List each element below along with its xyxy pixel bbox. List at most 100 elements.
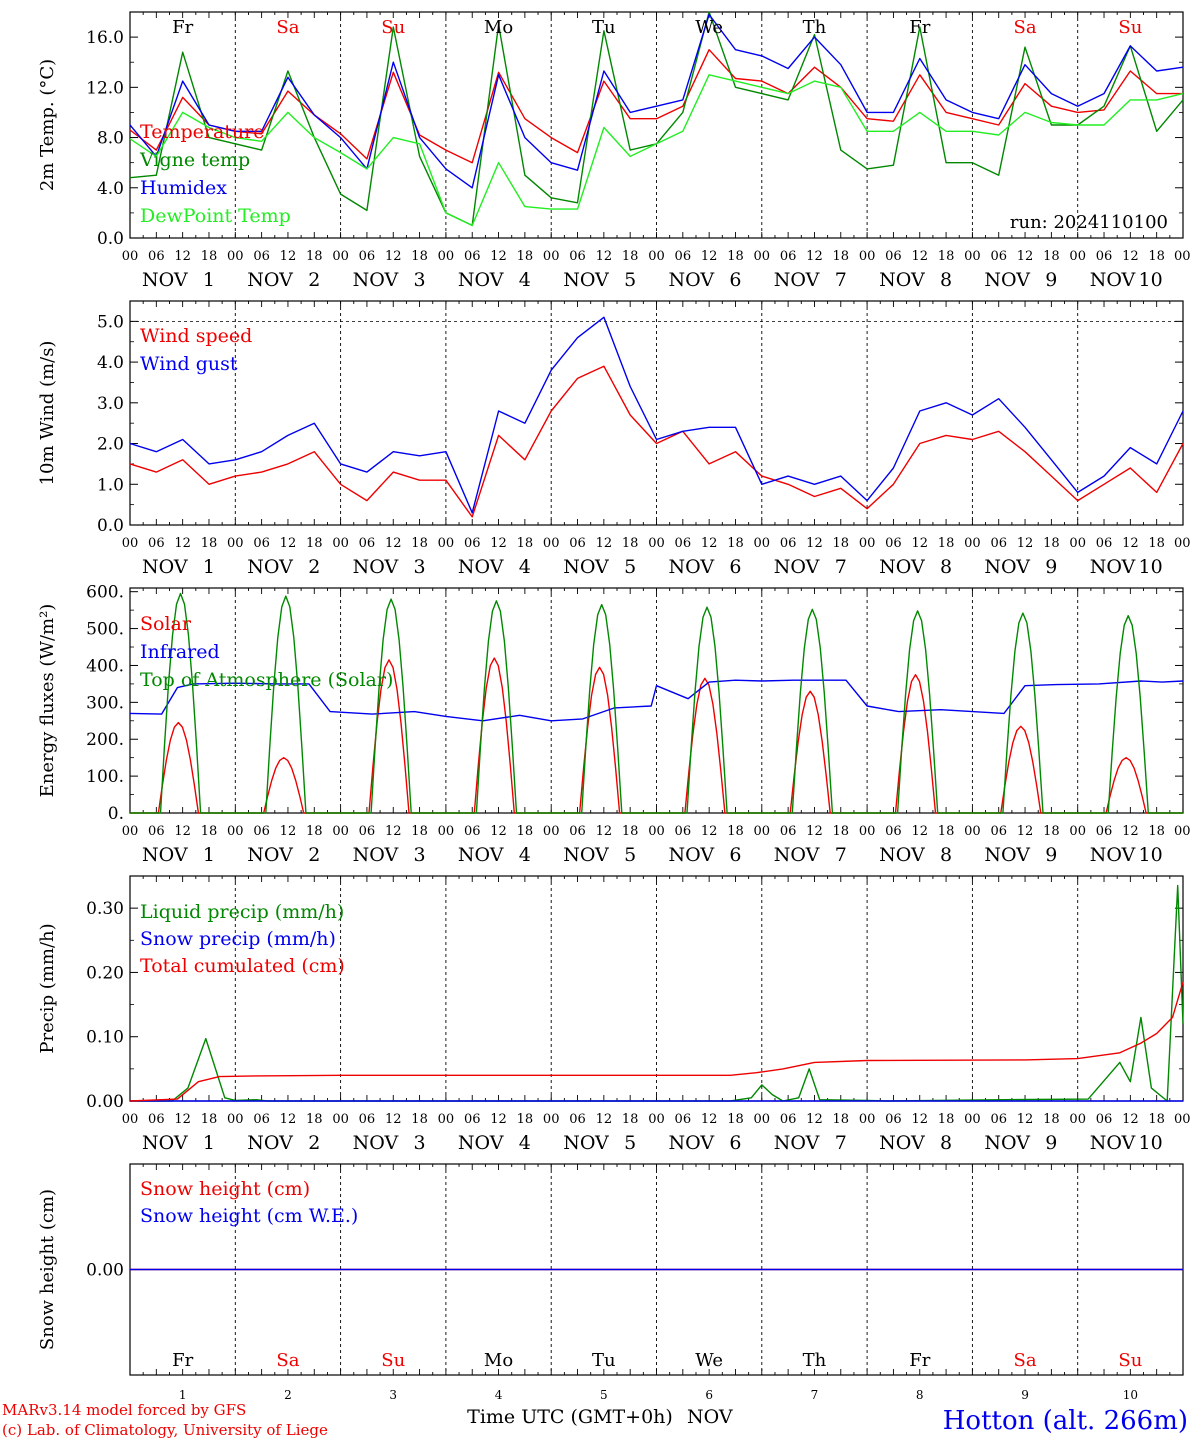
y-tick-label: 2.0 (97, 435, 124, 455)
month-label: NOV (984, 1132, 1030, 1154)
hour-label: 18 (727, 824, 744, 839)
month-label: NOV (774, 1132, 820, 1154)
hour-label: 06 (359, 249, 376, 264)
bottom-day-number: 9 (1021, 1388, 1029, 1402)
hour-label: 18 (306, 249, 323, 264)
month-label: NOV (353, 1132, 399, 1154)
hour-label: 12 (385, 824, 402, 839)
day-number-label: 5 (624, 269, 636, 291)
plot-frame (129, 300, 1184, 526)
legend-entry: Infrared (140, 641, 220, 663)
day-number-label: 5 (624, 844, 636, 866)
hour-label: 06 (780, 536, 797, 551)
hour-label: 12 (596, 249, 613, 264)
y-tick-label: 8.0 (97, 129, 124, 149)
legend-entry: Top of Atmosphere (Solar) (140, 669, 393, 691)
hour-label: 00 (438, 824, 455, 839)
legend-entry: DewPoint Temp (140, 205, 291, 227)
day-number-label: 8 (940, 556, 952, 578)
y-tick-label: 500. (86, 620, 124, 640)
day-number-label: 5 (624, 556, 636, 578)
hour-label: 00 (332, 824, 349, 839)
hour-label: 00 (122, 1112, 139, 1127)
y-tick-label: 400. (86, 656, 124, 676)
hour-label: 06 (253, 536, 270, 551)
hour-label: 12 (1017, 536, 1034, 551)
weekday-label: Su (1118, 1350, 1142, 1371)
hour-label: 00 (227, 249, 244, 264)
hour-label: 06 (1096, 249, 1113, 264)
hour-label: 00 (1069, 1112, 1086, 1127)
month-label: NOV (353, 844, 399, 866)
hour-label: 00 (332, 536, 349, 551)
hour-label: 06 (569, 536, 586, 551)
bottom-day-number: 4 (495, 1388, 503, 1402)
month-label: NOV (1090, 844, 1136, 866)
hour-label: 18 (938, 536, 955, 551)
hour-label: 18 (201, 536, 218, 551)
y-tick-label: 0.00 (86, 1092, 124, 1112)
y-tick-label: 0.20 (86, 963, 124, 983)
hour-label: 00 (543, 1112, 560, 1127)
weekday-label: Su (381, 1350, 405, 1371)
hour-label: 00 (332, 249, 349, 264)
hour-label: 18 (622, 1112, 639, 1127)
day-number-label: 10 (1139, 1132, 1163, 1154)
legend-entry: Temperature (140, 121, 264, 143)
day-number-label: 3 (414, 1132, 426, 1154)
hour-label: 18 (1148, 249, 1165, 264)
hour-label: 06 (1096, 536, 1113, 551)
month-label: NOV (247, 844, 293, 866)
weekday-label: Fr (909, 17, 930, 38)
weekday-label: Fr (172, 17, 193, 38)
series-line-humidex (129, 13, 1184, 189)
month-label: NOV (1090, 269, 1136, 291)
bottom-day-number: 10 (1123, 1388, 1138, 1402)
weekday-label: Tu (592, 17, 616, 38)
hour-label: 06 (569, 1112, 586, 1127)
day-number-label: 1 (203, 844, 215, 866)
month-label: NOV (458, 844, 504, 866)
day-number-label: 10 (1139, 844, 1163, 866)
legend-entry: Humidex (140, 177, 227, 199)
hour-label: 06 (359, 824, 376, 839)
y-tick-label: 300. (86, 693, 124, 713)
month-label: NOV (563, 844, 609, 866)
day-number-label: 6 (729, 1132, 741, 1154)
legend-entry: Solar (140, 613, 192, 635)
hour-label: 18 (622, 249, 639, 264)
y-tick-label: 16.0 (86, 28, 124, 48)
series-line-top-of-atmosphere-solar (130, 592, 1183, 814)
hour-label: 18 (938, 824, 955, 839)
hour-label: 12 (1122, 536, 1139, 551)
month-label: NOV (142, 1132, 188, 1154)
hour-label: 18 (517, 1112, 534, 1127)
hour-label: 18 (411, 1112, 428, 1127)
hour-label: 18 (1043, 249, 1060, 264)
hour-label: 18 (201, 249, 218, 264)
hour-label: 18 (1043, 824, 1060, 839)
day-number-label: 2 (308, 556, 320, 578)
hour-label: 06 (780, 249, 797, 264)
hour-label: 12 (806, 824, 823, 839)
day-number-label: 8 (940, 1132, 952, 1154)
hour-label: 18 (411, 249, 428, 264)
weekday-label: Tu (592, 1350, 616, 1371)
hour-label: 00 (1069, 249, 1086, 264)
hour-label: 18 (201, 1112, 218, 1127)
hour-label: 06 (464, 824, 481, 839)
y-tick-label: 0.0 (97, 229, 124, 249)
hour-label: 18 (727, 536, 744, 551)
hour-label: 00 (964, 249, 981, 264)
hour-label: 12 (385, 249, 402, 264)
day-number-label: 3 (414, 556, 426, 578)
y-tick-label: 200. (86, 730, 124, 750)
hour-label: 06 (780, 1112, 797, 1127)
hour-label: 12 (596, 536, 613, 551)
day-number-label: 3 (414, 269, 426, 291)
y-axis-title: 10m Wind (m/s) (37, 341, 58, 486)
month-label: NOV (247, 556, 293, 578)
y-tick-label: 0.0 (97, 516, 124, 536)
y-tick-label: 0.00 (86, 1261, 124, 1281)
hour-label: 18 (1043, 536, 1060, 551)
